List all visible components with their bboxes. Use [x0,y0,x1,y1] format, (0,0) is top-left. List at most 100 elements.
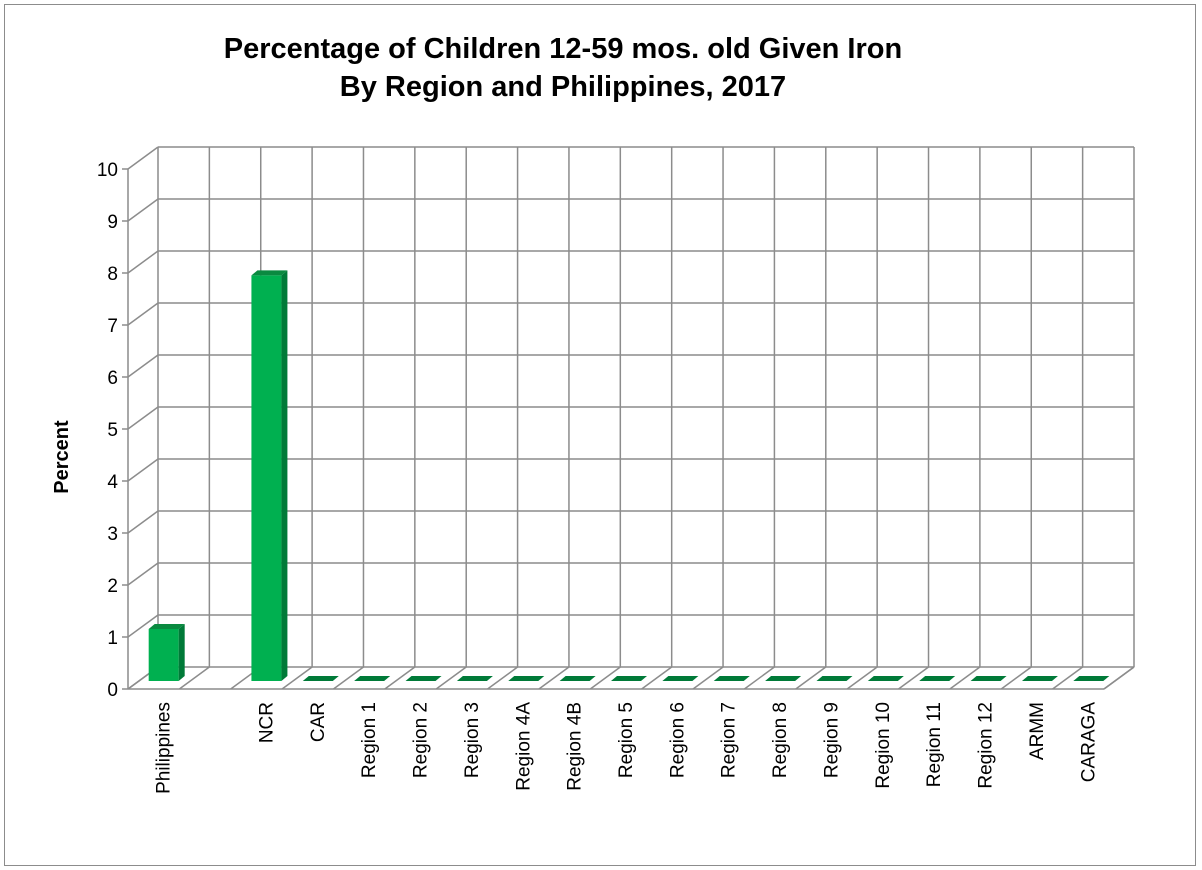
grid-line-side [127,614,159,638]
bar-zero [405,676,442,681]
grid-line-side [127,510,159,534]
floor-line [898,666,929,690]
floor-line [178,666,210,690]
grid-layer [122,146,1135,690]
floor-line [846,666,878,690]
grid-line-side [127,406,159,430]
bar [1073,676,1110,681]
y-tick-label: 4 [107,472,118,493]
x-category-label: Region 9 [821,702,842,778]
floor-line [1000,666,1032,690]
bar [662,676,699,681]
y-tick-label: 10 [97,160,118,181]
x-category-label: Region 7 [719,702,740,778]
y-tick-labels: 0 1 2 3 4 5 6 7 8 9 10 [97,160,119,701]
bar-zero [867,676,904,681]
floor-line [538,666,570,690]
bar-zero [1021,676,1058,681]
bar [508,676,545,681]
y-tick-label: 8 [107,264,118,285]
bar [1021,676,1058,681]
x-category-label: CAR [308,702,329,742]
y-tick-label: 3 [107,524,118,545]
bar-zero [765,676,802,681]
bar-zero [611,676,647,681]
x-category-label: Philippines [154,702,175,794]
bar-side [178,624,185,681]
bar-zero [302,676,339,681]
grid-line-side [127,250,159,274]
bar [148,624,185,681]
bar [611,676,647,681]
grid-line-side [127,198,159,222]
x-category-label: CARAGA [1078,702,1099,783]
bar [302,676,339,681]
y-tick-label: 0 [107,680,118,701]
bar-front [251,275,282,681]
floor-line [949,666,981,690]
floor-line [435,666,467,690]
bar-zero [354,676,391,681]
x-category-label: Region 1 [359,702,380,778]
bar [456,676,493,681]
grid-line-side [127,562,159,586]
floor-line [333,666,364,690]
x-category-labels: Philippines NCR CAR Region 1 Region 2 Region … [154,702,1100,794]
floor-line [384,666,416,690]
bar [559,676,596,681]
x-category-label: Region 3 [462,702,483,778]
y-tick-label: 5 [107,420,118,441]
x-category-label: ARMM [1027,702,1048,760]
grid-line-side [127,458,159,482]
bar-zero [662,676,699,681]
bar-top [251,270,288,276]
bar [713,676,750,681]
bar [919,676,956,681]
y-axis-label: Percent [51,420,73,494]
x-category-label: Region 8 [770,702,791,778]
x-category-label: Region 2 [411,702,432,778]
bar-zero [559,676,596,681]
x-category-label: Region 4A [513,702,534,791]
floor-right-edge [1103,666,1135,690]
grid-line-side [127,354,159,378]
bar-layer [148,270,1110,681]
bar-zero [713,676,750,681]
grid-line-side [127,302,159,326]
chart-title-line-2: By Region and Philippines, 2017 [340,71,786,103]
floor-line [795,666,827,690]
y-tick-label: 6 [107,368,118,389]
x-category-label: Region 5 [616,702,637,778]
bar [816,676,853,681]
x-category-label: Region 4B [565,702,586,791]
chart-title-line-1: Percentage of Children 12-59 mos. old Gi… [224,33,902,65]
bar [354,676,391,681]
x-category-label: Region 12 [976,702,997,789]
grid-line-side [127,146,159,170]
bar-zero [970,676,1007,681]
x-category-label: NCR [256,702,277,743]
floor-line [589,666,621,690]
floor-line [743,666,775,690]
bar [970,676,1007,681]
x-category-label: Region 10 [873,702,894,789]
bar-top [148,624,185,629]
bar-zero [816,676,853,681]
floor-line [281,666,313,690]
y-tick-label: 2 [107,576,118,597]
bar-front [148,629,179,681]
bar-zero [919,676,956,681]
floor-line [1052,666,1084,690]
floor-line [487,666,519,690]
bar [251,270,288,681]
y-tick-label: 1 [107,628,118,649]
floor-line [692,666,724,690]
bar-zero [508,676,545,681]
y-tick-label: 9 [107,212,118,233]
bar [765,676,802,681]
y-tick-label: 7 [107,316,118,337]
bar-zero [1073,676,1110,681]
bar-side [281,270,288,681]
x-category-label: Region 11 [924,702,945,787]
